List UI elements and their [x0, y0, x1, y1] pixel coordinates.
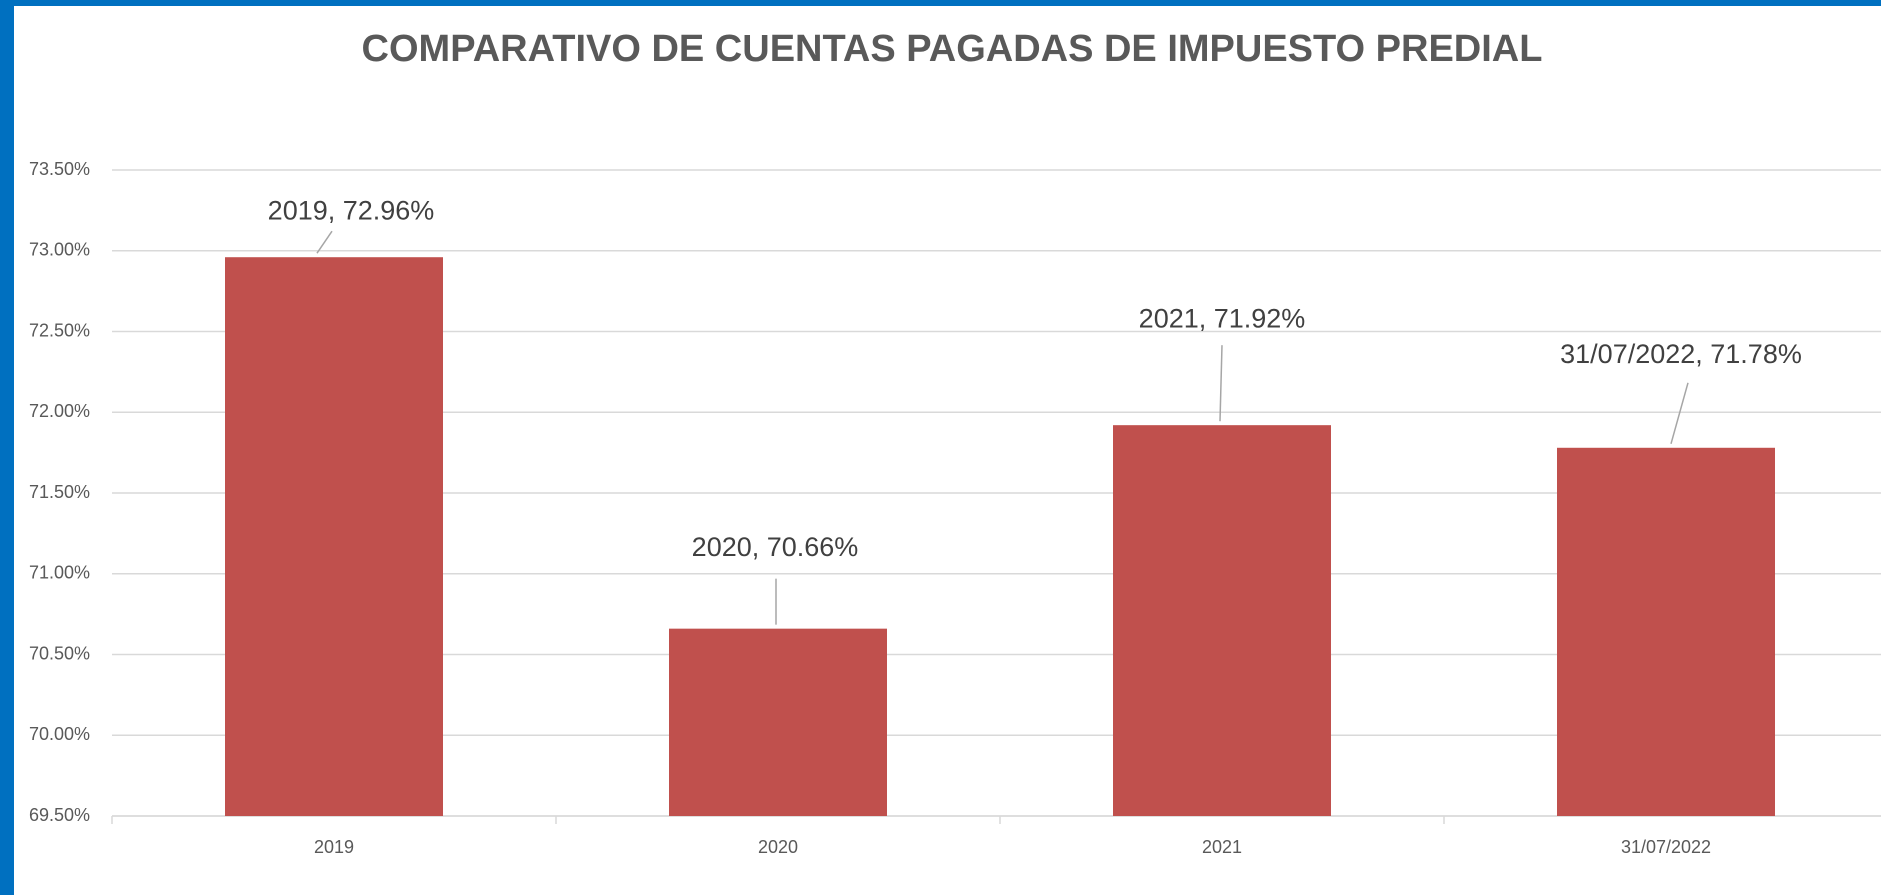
y-tick-label: 72.50% — [29, 320, 90, 340]
bar — [669, 628, 887, 816]
y-tick-label: 70.50% — [29, 643, 90, 663]
y-tick-label: 69.50% — [29, 805, 90, 825]
data-label: 2020, 70.66% — [692, 532, 859, 562]
leader-line — [1219, 345, 1223, 422]
y-tick-label: 71.50% — [29, 482, 90, 502]
x-tick-label: 2020 — [758, 837, 798, 857]
bar — [1557, 447, 1775, 816]
y-tick-label: 70.00% — [29, 724, 90, 744]
y-tick-label: 72.00% — [29, 401, 90, 421]
bar — [1113, 425, 1331, 816]
left-border — [0, 0, 14, 895]
chart-title: COMPARATIVO DE CUENTAS PAGADAS DE IMPUES… — [362, 28, 1543, 70]
leader-line — [316, 230, 333, 254]
top-border — [0, 0, 1881, 6]
y-tick-label: 73.00% — [29, 240, 90, 260]
data-label: 2021, 71.92% — [1139, 303, 1306, 333]
x-tick-label: 31/07/2022 — [1621, 837, 1711, 857]
y-tick-label: 73.50% — [29, 159, 90, 179]
x-tick-label: 2019 — [314, 837, 354, 857]
x-tick-label: 2021 — [1202, 837, 1242, 857]
data-label: 2019, 72.96% — [268, 195, 435, 225]
leader-line — [1670, 382, 1689, 444]
y-tick-label: 71.00% — [29, 563, 90, 583]
data-label: 31/07/2022, 71.78% — [1560, 339, 1802, 369]
bar — [225, 257, 443, 817]
